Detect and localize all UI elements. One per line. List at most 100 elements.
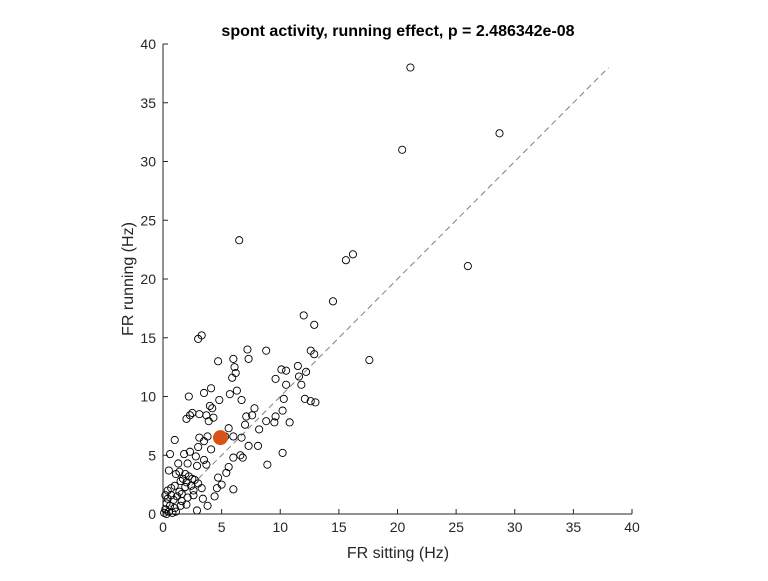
data-point bbox=[199, 437, 209, 446]
data-point bbox=[202, 411, 211, 420]
data-point bbox=[243, 345, 252, 354]
data-point bbox=[278, 406, 287, 415]
data-point bbox=[271, 412, 280, 421]
y-tick-label: 20 bbox=[140, 271, 156, 287]
data-point bbox=[182, 500, 191, 509]
data-point bbox=[235, 236, 244, 245]
data-point bbox=[222, 468, 231, 477]
data-point bbox=[262, 417, 271, 426]
data-point bbox=[229, 432, 238, 441]
data-point bbox=[306, 397, 315, 406]
y-tick-label: 5 bbox=[148, 447, 156, 463]
y-tick-label: 15 bbox=[140, 330, 156, 346]
data-point bbox=[215, 395, 224, 405]
data-point bbox=[214, 357, 223, 366]
highlight-layer bbox=[212, 430, 228, 446]
data-point bbox=[199, 388, 209, 398]
data-point bbox=[301, 367, 311, 376]
data-point bbox=[285, 418, 294, 427]
data-point bbox=[170, 504, 179, 513]
data-point bbox=[203, 501, 212, 510]
data-point bbox=[263, 460, 272, 469]
data-point bbox=[278, 448, 287, 457]
y-axis-label: FR running (Hz) bbox=[120, 222, 137, 336]
data-point bbox=[279, 394, 288, 403]
chart-title: spont activity, running effect, p = 2.48… bbox=[221, 23, 574, 40]
data-point bbox=[194, 334, 203, 343]
data-point bbox=[192, 506, 202, 515]
data-point bbox=[299, 311, 308, 320]
x-tick-label: 15 bbox=[331, 519, 347, 535]
data-point bbox=[495, 129, 504, 138]
data-point bbox=[198, 494, 207, 503]
data-point bbox=[348, 250, 357, 259]
data-point bbox=[242, 412, 251, 421]
x-tick-label: 0 bbox=[159, 519, 167, 535]
data-point bbox=[341, 256, 350, 265]
data-point bbox=[169, 495, 178, 504]
y-tick-label: 0 bbox=[148, 506, 156, 522]
points-layer bbox=[160, 63, 504, 519]
data-point bbox=[165, 450, 175, 459]
data-point bbox=[228, 373, 237, 382]
data-point bbox=[241, 420, 250, 429]
data-point bbox=[406, 63, 415, 72]
data-point bbox=[168, 508, 177, 517]
data-point bbox=[185, 447, 195, 456]
data-point bbox=[192, 461, 202, 470]
data-point bbox=[167, 491, 176, 500]
data-point bbox=[174, 459, 183, 468]
data-point bbox=[195, 410, 204, 419]
data-point bbox=[311, 398, 320, 407]
x-tick-label: 10 bbox=[272, 519, 288, 535]
data-point bbox=[244, 441, 253, 450]
reference-line-layer bbox=[162, 67, 609, 515]
data-point bbox=[161, 491, 170, 500]
data-point bbox=[310, 350, 319, 359]
y-tick-label: 10 bbox=[140, 389, 156, 405]
x-tick-label: 30 bbox=[507, 519, 523, 535]
data-point bbox=[463, 262, 472, 271]
data-point bbox=[253, 441, 263, 450]
data-point bbox=[189, 491, 198, 500]
data-point bbox=[250, 404, 259, 413]
data-point bbox=[202, 460, 211, 469]
data-point bbox=[297, 380, 306, 389]
data-point bbox=[184, 392, 193, 401]
unity-reference-line bbox=[162, 67, 609, 515]
data-point bbox=[191, 452, 200, 461]
data-point bbox=[237, 433, 246, 442]
data-point bbox=[277, 365, 286, 374]
data-point bbox=[248, 411, 257, 420]
x-tick-label: 40 bbox=[624, 519, 640, 535]
data-point bbox=[236, 451, 245, 460]
data-point bbox=[229, 354, 238, 363]
y-tick-label: 40 bbox=[140, 36, 156, 52]
data-point bbox=[207, 445, 216, 454]
data-point bbox=[210, 492, 219, 501]
data-point bbox=[181, 482, 190, 492]
x-tick-label: 20 bbox=[390, 519, 406, 535]
data-point bbox=[232, 386, 241, 395]
data-point bbox=[293, 361, 302, 371]
x-axis-label: FR sitting (Hz) bbox=[347, 545, 449, 562]
data-point bbox=[205, 401, 214, 410]
data-point bbox=[177, 489, 186, 499]
x-tick-label: 25 bbox=[448, 519, 464, 535]
data-point bbox=[176, 477, 185, 486]
data-point bbox=[229, 485, 238, 494]
data-point bbox=[208, 404, 217, 413]
data-point bbox=[262, 346, 271, 355]
data-point bbox=[282, 366, 291, 375]
data-point bbox=[181, 469, 190, 479]
x-tick-label: 35 bbox=[566, 519, 582, 535]
y-tick-label: 25 bbox=[140, 212, 156, 228]
data-point bbox=[164, 466, 173, 475]
data-point bbox=[212, 484, 221, 493]
data-point bbox=[175, 487, 184, 496]
data-point bbox=[189, 486, 198, 495]
data-point bbox=[294, 372, 304, 381]
data-point bbox=[214, 473, 223, 482]
y-tick-label: 35 bbox=[140, 95, 156, 111]
